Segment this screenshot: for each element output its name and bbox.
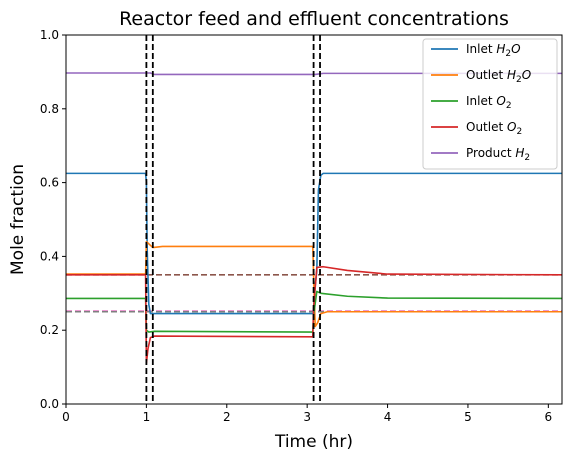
- y-tick-label-0: 0.0: [40, 397, 59, 411]
- x-tick-label-2: 2: [223, 410, 231, 424]
- x-tick-label-5: 5: [464, 410, 472, 424]
- x-tick-label-4: 4: [384, 410, 392, 424]
- x-tick-label-1: 1: [143, 410, 151, 424]
- x-tick-label-6: 6: [545, 410, 553, 424]
- y-axis-label: Mole fraction: [8, 164, 28, 275]
- plot-frame: [65, 34, 563, 405]
- legend-label-5: Product H2: [466, 146, 530, 163]
- legend-label-1: Inlet H2O: [466, 42, 521, 59]
- x-axis-label: Time (hr): [274, 432, 353, 452]
- y-tick-label-5: 1.0: [40, 28, 59, 42]
- x-axis: 0 1 2 3 4 5 6: [62, 404, 552, 424]
- chart-title: Reactor feed and effluent concentrations: [119, 8, 509, 30]
- legend-label-2: Outlet H2O: [466, 68, 531, 85]
- y-tick-label-4: 0.8: [40, 102, 59, 116]
- legend-label-3: Inlet O2: [466, 94, 512, 111]
- y-tick-label-3: 0.6: [40, 176, 59, 190]
- legend-frame: [422, 38, 558, 170]
- x-tick-label-3: 3: [303, 410, 311, 424]
- x-tick-label-0: 0: [62, 410, 70, 424]
- legend: Inlet H2O Outlet H2O Inlet O2 Outlet O2 Prod…: [422, 38, 558, 170]
- y-axis: 0.0 0.2 0.4 0.6 0.8 1.0: [40, 28, 66, 411]
- y-tick-label-2: 0.4: [40, 249, 59, 263]
- y-tick-label-1: 0.2: [40, 323, 59, 337]
- series-line-5: [66, 72, 562, 76]
- vertical-markers: [145, 35, 321, 404]
- legend-label-4: Outlet O2: [466, 120, 522, 137]
